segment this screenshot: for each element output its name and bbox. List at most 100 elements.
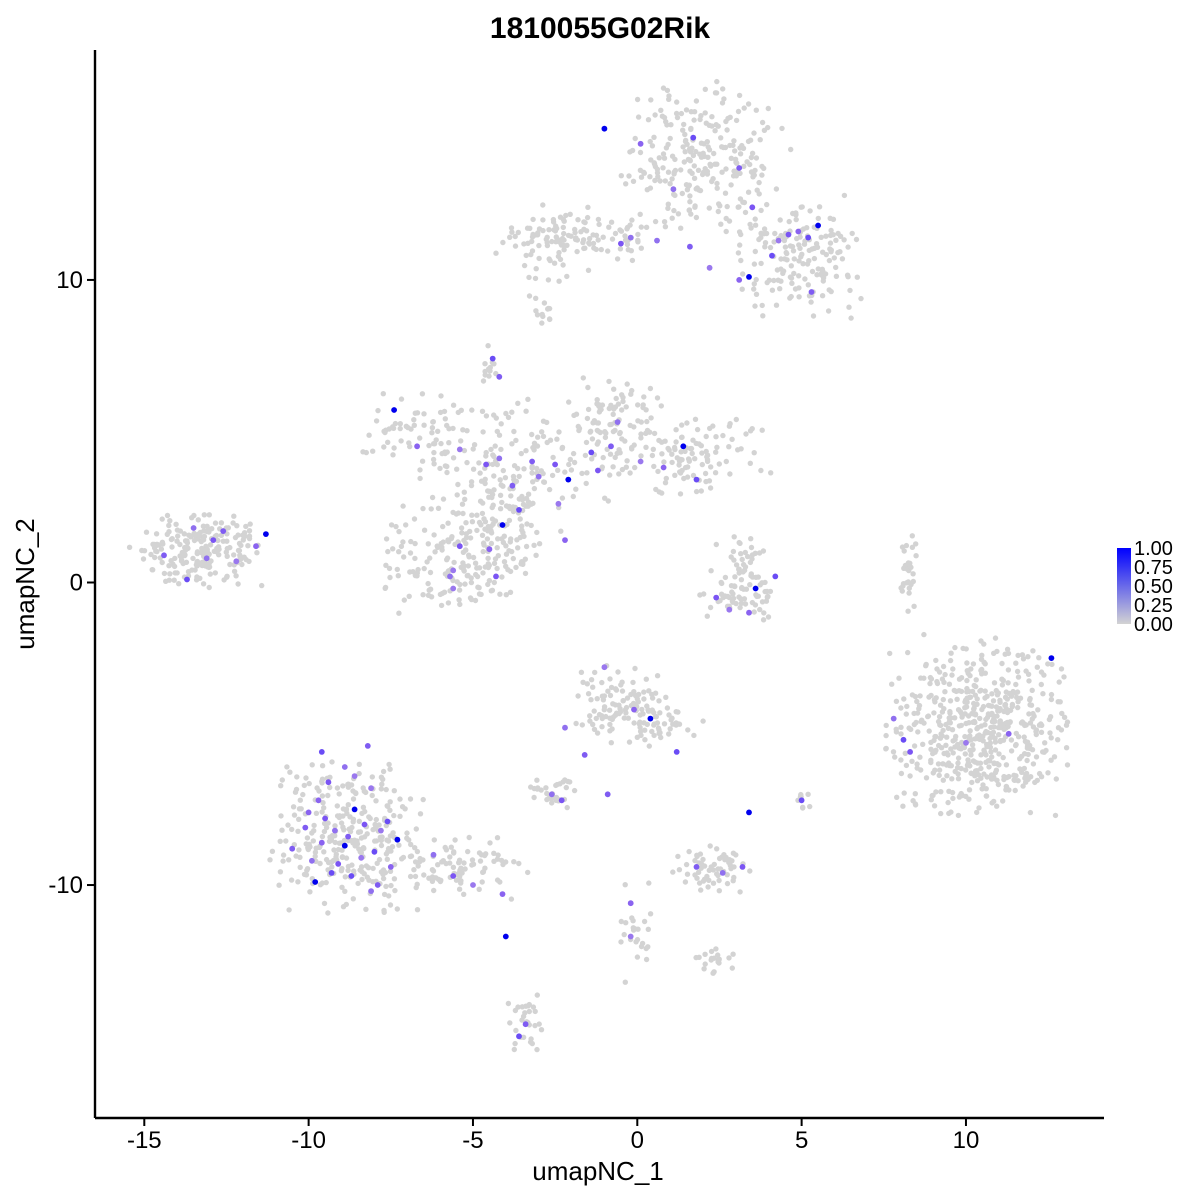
cell-point xyxy=(946,681,953,687)
cell-point xyxy=(762,240,769,246)
cell-point xyxy=(511,859,517,865)
cell-point xyxy=(480,548,486,555)
cell-point xyxy=(641,170,647,176)
cell-point xyxy=(173,521,179,527)
cell-point xyxy=(421,872,427,878)
cell-point xyxy=(571,787,578,794)
cell-point xyxy=(679,422,685,428)
cell-point xyxy=(306,780,312,787)
cell-point xyxy=(508,896,515,902)
cell-point xyxy=(912,791,918,797)
cell-point xyxy=(361,788,367,794)
expressing-cell-point xyxy=(341,842,348,849)
cell-point xyxy=(702,86,708,93)
cell-point xyxy=(731,138,737,144)
cell-point xyxy=(442,416,448,422)
cell-point xyxy=(169,544,175,550)
cell-point xyxy=(379,781,385,787)
cell-point xyxy=(412,555,418,562)
cell-point xyxy=(714,78,720,85)
cell-point xyxy=(543,785,549,791)
cell-point xyxy=(1055,737,1061,743)
cell-point xyxy=(714,180,720,187)
cell-point xyxy=(978,687,984,693)
cell-point xyxy=(277,869,284,875)
cell-point xyxy=(967,728,973,734)
cell-point xyxy=(969,779,975,786)
cell-point xyxy=(524,225,531,231)
cell-point xyxy=(739,286,745,292)
cell-point xyxy=(754,187,760,193)
cell-point xyxy=(1034,664,1041,670)
cell-point xyxy=(278,783,284,789)
cell-point xyxy=(1042,740,1048,746)
cell-point xyxy=(459,501,466,507)
cell-point xyxy=(579,722,585,728)
cell-point xyxy=(498,446,504,453)
cell-point xyxy=(594,427,600,434)
cell-point xyxy=(528,501,534,507)
cell-point xyxy=(936,742,942,749)
cell-point xyxy=(468,575,474,581)
cell-point xyxy=(729,436,735,442)
cell-point xyxy=(606,405,612,412)
cell-point xyxy=(765,614,772,620)
cell-point xyxy=(747,868,753,874)
cell-point xyxy=(188,533,194,539)
expressing-cell-point xyxy=(614,419,621,425)
cell-point xyxy=(370,448,376,454)
cell-point xyxy=(704,458,711,465)
cell-point xyxy=(686,848,692,855)
cell-point xyxy=(304,835,311,841)
cell-point xyxy=(651,463,657,470)
cell-point xyxy=(618,918,624,925)
cell-point xyxy=(1015,652,1021,659)
cell-point xyxy=(704,452,711,458)
cell-point xyxy=(1000,798,1006,804)
cell-point xyxy=(161,570,168,577)
cell-point xyxy=(558,242,565,248)
cell-point xyxy=(450,402,457,408)
cell-point xyxy=(370,879,376,885)
cell-point xyxy=(533,308,539,314)
cell-point xyxy=(699,450,705,456)
expressing-cell-point xyxy=(391,407,397,413)
expressing-cell-point xyxy=(815,222,821,229)
cell-point xyxy=(702,470,709,477)
cell-point xyxy=(664,87,671,94)
cell-point xyxy=(707,485,714,491)
cell-point xyxy=(1027,809,1034,816)
cell-point xyxy=(574,248,580,255)
cell-point xyxy=(241,530,248,536)
cell-point xyxy=(638,245,644,251)
cell-point xyxy=(510,508,517,515)
cell-point xyxy=(651,430,658,437)
cell-point xyxy=(1014,668,1021,675)
cell-point xyxy=(1027,695,1033,702)
cell-point xyxy=(199,562,205,569)
cell-point xyxy=(441,408,448,415)
cell-point xyxy=(214,547,220,553)
cell-point xyxy=(507,589,514,595)
cell-point xyxy=(319,833,326,840)
cell-point xyxy=(815,266,821,272)
cell-point xyxy=(623,920,629,926)
cell-point xyxy=(771,277,777,284)
cell-point xyxy=(657,710,663,716)
cell-point xyxy=(172,555,178,562)
cell-point xyxy=(753,155,760,161)
cell-point xyxy=(623,181,629,187)
expressing-cell-point xyxy=(190,525,197,531)
cell-point xyxy=(488,446,494,453)
cell-point xyxy=(644,721,650,728)
cell-point xyxy=(573,720,579,727)
cell-point xyxy=(385,838,392,844)
cell-point xyxy=(193,577,200,583)
cell-point xyxy=(549,800,555,806)
cell-point xyxy=(969,742,976,748)
cell-point xyxy=(732,148,738,154)
cell-point xyxy=(419,458,426,464)
cell-point xyxy=(853,236,860,243)
cell-point xyxy=(1013,741,1019,748)
cell-point xyxy=(657,178,663,184)
